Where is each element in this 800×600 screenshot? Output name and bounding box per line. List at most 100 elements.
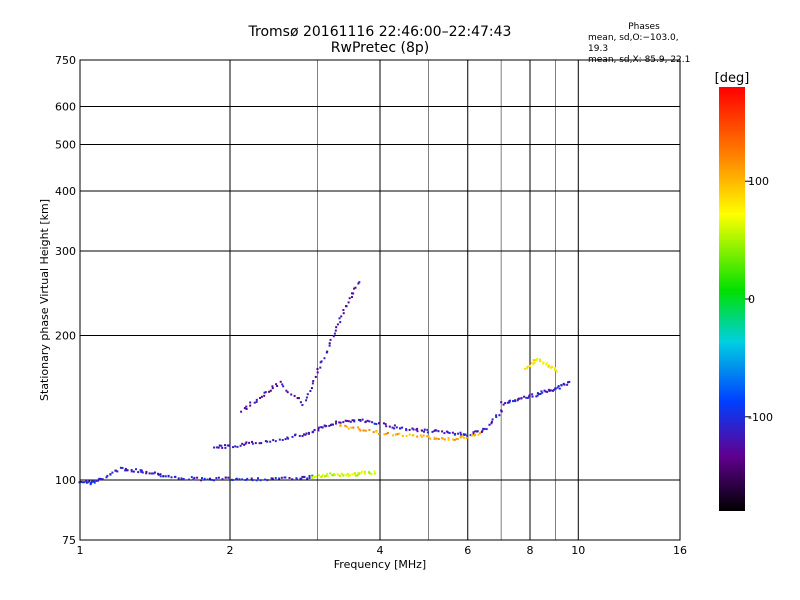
data-point <box>80 480 83 483</box>
data-point <box>331 474 334 477</box>
data-point <box>539 358 542 361</box>
data-point <box>210 478 213 481</box>
x-tick-label: 4 <box>377 544 384 557</box>
data-point <box>263 391 266 394</box>
data-point <box>249 401 252 404</box>
data-point <box>306 393 309 396</box>
data-point <box>234 445 237 448</box>
colorbar-tick-label: 0 <box>748 293 755 306</box>
chart-title-line1: Tromsø 20161116 22:46:00–22:47:43 <box>248 24 512 40</box>
data-point <box>372 431 375 434</box>
data-point <box>157 473 160 476</box>
data-point <box>339 421 342 424</box>
data-point <box>286 436 289 439</box>
data-point <box>471 433 474 436</box>
data-point <box>426 431 429 434</box>
data-point <box>364 429 367 432</box>
data-point <box>249 404 252 407</box>
data-point <box>416 435 419 438</box>
data-point <box>140 470 143 473</box>
data-point <box>533 359 536 362</box>
data-point <box>347 301 350 304</box>
data-point <box>548 389 551 392</box>
data-point <box>416 427 419 430</box>
data-point <box>441 430 444 433</box>
data-point <box>531 395 534 398</box>
data-point <box>351 292 353 295</box>
data-point <box>442 437 445 440</box>
data-point <box>393 427 396 430</box>
data-point <box>457 432 460 435</box>
data-point <box>420 436 423 438</box>
data-point <box>347 472 350 475</box>
data-point <box>298 434 301 437</box>
data-point <box>427 435 430 438</box>
data-point <box>354 474 357 477</box>
data-point <box>196 476 199 479</box>
data-point <box>509 399 511 402</box>
data-point <box>276 385 279 387</box>
data-point <box>301 475 304 478</box>
data-point <box>224 444 226 447</box>
data-point <box>137 471 140 474</box>
data-point <box>126 469 129 472</box>
data-point <box>121 467 124 469</box>
data-point <box>323 357 326 360</box>
data-point <box>101 478 104 481</box>
data-point <box>320 426 323 429</box>
phases-header: Phases <box>628 22 660 32</box>
data-point <box>528 395 531 398</box>
data-point <box>566 383 569 386</box>
data-point <box>435 437 438 440</box>
data-point <box>412 428 415 431</box>
data-point <box>532 359 535 362</box>
colorbar-tick-label: 100 <box>748 175 769 188</box>
data-point <box>517 397 520 400</box>
data-point <box>456 438 459 441</box>
data-point <box>422 434 425 437</box>
y-tick-label: 400 <box>55 185 76 198</box>
data-point <box>433 438 436 440</box>
data-point <box>167 474 170 477</box>
data-point <box>535 395 538 398</box>
data-point <box>350 426 353 429</box>
data-point <box>543 389 546 392</box>
data-point <box>241 442 244 445</box>
data-point <box>364 472 366 475</box>
data-point <box>278 438 281 441</box>
y-tick-label: 300 <box>55 245 76 258</box>
data-point <box>401 426 404 429</box>
data-point <box>451 438 454 441</box>
data-point <box>235 477 238 480</box>
data-point <box>405 435 408 437</box>
data-point <box>466 436 469 439</box>
data-point <box>306 477 309 480</box>
data-point <box>340 473 343 475</box>
data-point <box>334 329 337 332</box>
data-point <box>303 433 305 436</box>
data-point <box>251 479 254 482</box>
data-point <box>567 381 569 384</box>
data-point <box>119 466 122 469</box>
data-point <box>338 474 341 477</box>
data-point <box>255 479 258 482</box>
data-point <box>154 471 156 474</box>
data-point <box>97 479 100 482</box>
data-point <box>332 335 335 338</box>
data-point <box>532 363 535 366</box>
data-point <box>542 361 545 364</box>
data-point <box>568 380 571 383</box>
data-point <box>357 426 360 429</box>
data-point <box>323 424 326 427</box>
data-point <box>318 474 320 477</box>
data-point <box>385 432 388 435</box>
data-point <box>460 433 462 436</box>
data-point <box>491 418 494 421</box>
chart-title: Tromsø 20161116 22:46:00–22:47:43 RwPret… <box>80 24 680 56</box>
data-point <box>218 444 221 447</box>
data-point <box>301 435 304 437</box>
data-point <box>370 473 373 476</box>
data-point <box>375 423 378 425</box>
data-point <box>124 469 127 472</box>
data-point <box>443 432 446 435</box>
